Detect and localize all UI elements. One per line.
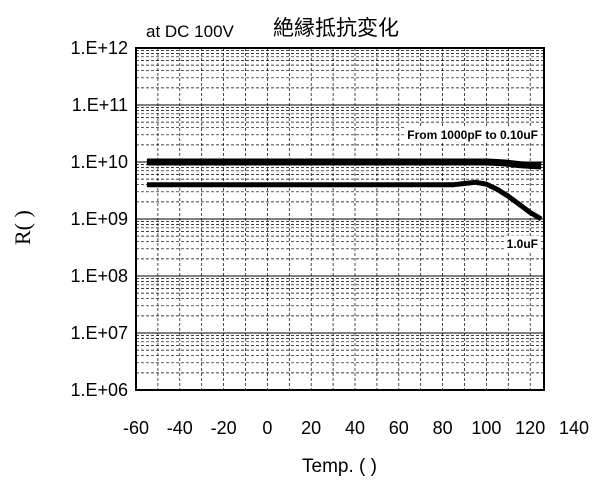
chart-subtitle: at DC 100V [146,22,235,41]
y-tick-label: 1.E+12 [70,38,128,58]
y-tick-label: 1.E+07 [70,323,128,343]
x-tick-label: 20 [301,418,321,438]
y-axis-label: R( ) [10,210,35,245]
grid [136,48,544,391]
y-tick-label: 1.E+09 [70,209,128,229]
series-label-1: From 1000pF to 0.10uF [407,128,538,142]
x-tick-label: 100 [471,418,501,438]
series-line-2 [146,179,543,222]
series-label-bg [504,236,540,252]
chart-title: 絶縁抵抗変化 [273,17,399,40]
y-tick-label: 1.E+11 [72,95,128,115]
series-line-1 [146,158,542,170]
x-tick-label: -60 [123,418,149,438]
x-tick-label: -20 [211,418,237,438]
x-tick-label: 0 [262,418,272,438]
x-tick-label: 40 [345,418,365,438]
x-tick-label: 80 [433,418,453,438]
y-tick-label: 1.E+06 [70,380,128,400]
x-axis-label: Temp. ( ) [302,456,377,477]
x-tick-label: 60 [389,418,409,438]
x-tick-label: 120 [515,418,545,438]
x-tick-label: 140 [559,418,589,438]
series-label-bg [405,127,540,143]
y-tick-label: 1.E+10 [70,152,128,172]
y-tick-labels: 1.E+06 1.E+07 1.E+08 1.E+09 1.E+10 1.E+11 1.E+… [70,38,128,400]
series-labels: From 1000pF to 0.10uF 1.0uF [405,127,540,252]
plot-frame [135,47,545,391]
x-tick-label: -40 [167,418,193,438]
x-tick-labels: -60 -40 -20 0 20 40 60 80 100 120 140 [123,418,589,438]
series-layer [146,158,543,222]
y-tick-label: 1.E+08 [70,266,128,286]
series-label-2: 1.0uF [507,237,538,251]
